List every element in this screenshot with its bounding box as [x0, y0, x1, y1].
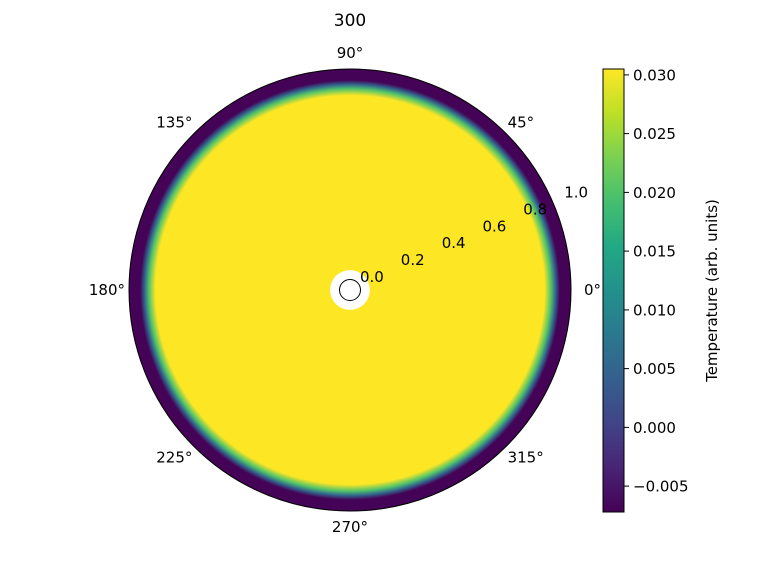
angle-tick-label: 270° [332, 518, 368, 536]
angle-tick-label: 45° [508, 113, 535, 131]
colorbar-tick-label: 0.000 [633, 419, 676, 437]
angle-tick-label: 90° [337, 44, 364, 62]
colorbar-tick-label: 0.025 [633, 125, 676, 143]
colorbar-tick-label: 0.015 [633, 243, 676, 261]
radial-tick-labels: 0.0 0.2 0.4 0.6 0.8 1.0 [360, 183, 588, 286]
angle-tick-label: 180° [89, 281, 125, 299]
radial-tick-label: 0.6 [483, 217, 507, 235]
colorbar-tick-label: 0.010 [633, 301, 676, 319]
angle-tick-labels: 0° 45° 90° 135° 180° 225° 270° 315° [89, 44, 601, 536]
angle-tick-label: 0° [584, 281, 601, 299]
colorbar-gradient [602, 68, 625, 513]
colorbar-label: Temperature (arb. units) [703, 199, 721, 383]
colorbar-tick-label: −0.005 [633, 478, 689, 496]
radial-tick-label: 1.0 [564, 183, 588, 201]
radial-tick-label: 0.8 [523, 200, 547, 218]
radial-tick-label: 0.4 [442, 234, 466, 252]
radial-tick-label: 0.2 [401, 251, 425, 269]
polar-plot-area [128, 68, 572, 512]
colorbar: −0.005 0.000 0.005 0.010 0.015 0.020 0.025 0.03… [602, 66, 721, 513]
inner-ring [339, 279, 361, 301]
colorbar-ticks: −0.005 0.000 0.005 0.010 0.015 0.020 0.025 0.03… [624, 66, 689, 496]
angle-tick-label: 225° [156, 449, 192, 467]
angle-tick-label: 315° [508, 449, 544, 467]
colorbar-tick-label: 0.030 [633, 66, 676, 84]
angle-tick-label: 135° [156, 113, 192, 131]
colorbar-tick-label: 0.020 [633, 184, 676, 202]
chart-title: 300 [334, 11, 366, 31]
colorbar-tick-label: 0.005 [633, 360, 676, 378]
polar-frame [128, 68, 572, 512]
radial-tick-label: 0.0 [360, 268, 384, 286]
